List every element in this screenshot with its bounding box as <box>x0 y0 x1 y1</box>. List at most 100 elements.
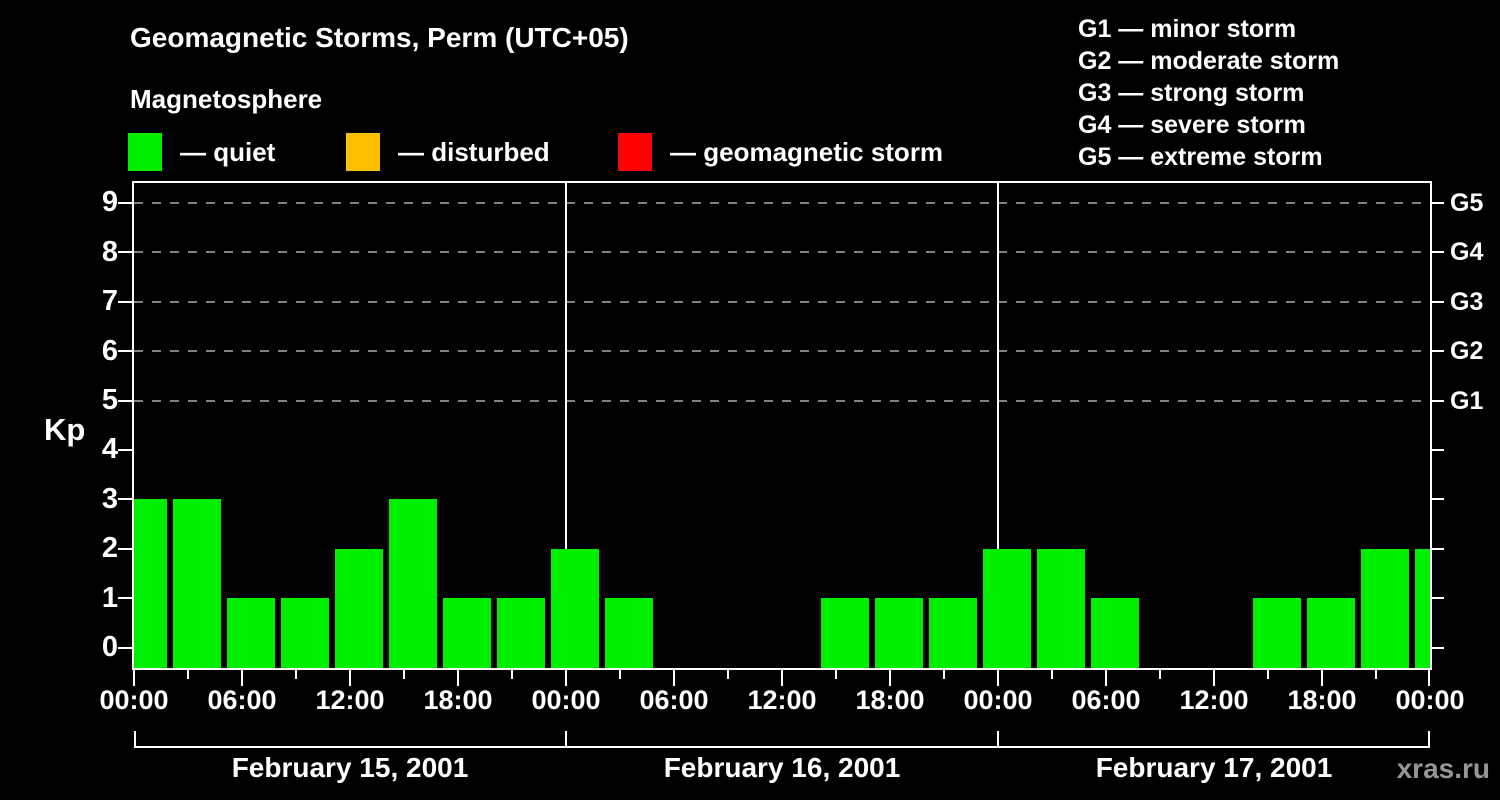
y-axis-tick-left <box>118 399 132 402</box>
x-axis-major-tick <box>565 670 567 686</box>
legend-item-disturbed: — disturbed <box>346 132 550 172</box>
x-axis-minor-tick <box>835 670 837 679</box>
g-level-label-g3: G3 <box>1450 287 1484 316</box>
date-label: February 16, 2001 <box>663 752 901 783</box>
x-axis-minor-tick <box>403 670 405 679</box>
x-axis-major-tick <box>997 670 999 686</box>
y-axis-tick-label: 9 <box>101 186 118 219</box>
kp-color-legend: — quiet — disturbed — geomagnetic storm <box>0 132 1040 172</box>
gridline-kp6 <box>134 350 1430 353</box>
x-axis-minor-tick <box>1267 670 1269 679</box>
x-axis-major-tick <box>889 670 891 686</box>
magnetosphere-label: Magnetosphere <box>130 84 323 114</box>
y-axis-tick-left <box>118 300 132 303</box>
g-legend-line: G3 — strong storm <box>1078 79 1305 107</box>
y-axis-tick-left <box>118 597 132 600</box>
kp-bar <box>134 499 167 668</box>
x-axis-major-tick <box>1213 670 1215 686</box>
x-axis-time-label: 12:00 <box>747 685 817 715</box>
date-bracket-tick <box>997 731 999 746</box>
x-axis-minor-tick <box>727 670 729 679</box>
g-level-label-g2: G2 <box>1450 337 1484 366</box>
x-axis-time-label: 00:00 <box>1395 685 1465 715</box>
kp-bar <box>281 598 329 668</box>
y-axis-tick-label: 5 <box>101 384 118 416</box>
g-level-label-g1: G1 <box>1450 386 1484 415</box>
x-axis-major-tick <box>457 670 459 686</box>
x-axis-minor-tick <box>295 670 297 679</box>
legend-item-label: — geomagnetic storm <box>670 136 944 167</box>
y-axis-tick-right <box>1430 448 1444 451</box>
x-axis-major-tick <box>241 670 243 686</box>
x-axis-minor-tick <box>943 670 945 679</box>
x-axis-time-label: 00:00 <box>99 685 169 715</box>
y-axis-tick-right <box>1430 201 1444 204</box>
y-axis-tick-label: 1 <box>101 581 118 614</box>
x-axis-time-label: 18:00 <box>855 685 925 715</box>
x-axis-minor-tick <box>1159 670 1161 679</box>
y-axis-tick-label: 7 <box>101 285 118 318</box>
kp-bar <box>1037 548 1085 668</box>
y-axis-tick-left <box>118 350 132 353</box>
legend-item-quiet: — quiet <box>128 132 275 172</box>
kp-bar <box>173 499 221 668</box>
chart-title: Geomagnetic Storms, Perm (UTC+05) <box>130 22 629 53</box>
y-axis-tick-left <box>118 201 132 204</box>
kp-bar <box>497 598 545 668</box>
kp-bar <box>227 598 275 668</box>
x-axis-time-label: 06:00 <box>1071 685 1141 715</box>
kp-bar <box>605 598 653 668</box>
x-axis-minor-tick <box>187 670 189 679</box>
gridline-kp8 <box>134 251 1430 254</box>
y-axis-tick-left <box>118 547 132 550</box>
geomagnetic-storm-swatch-icon <box>618 133 652 171</box>
kp-bar <box>875 598 923 668</box>
y-axis-tick-label: 6 <box>101 334 118 367</box>
x-axis-minor-tick <box>619 670 621 679</box>
y-axis-tick-right <box>1430 547 1444 550</box>
date-bracket-tick <box>134 731 136 746</box>
date-label: February 15, 2001 <box>231 752 469 783</box>
y-axis-tick-label: 8 <box>101 235 118 268</box>
y-axis-tick-label: 0 <box>101 631 118 663</box>
plot-area: 0 1 2 3 4 5 6 7 8 9 G1 G2 G3 G4 G5 00:00 06:00 12:00 18:00… <box>99 181 1483 783</box>
y-axis-tick-left <box>118 448 132 451</box>
x-axis-major-tick <box>1428 670 1430 686</box>
kp-bar <box>1091 598 1139 668</box>
y-axis-tick-left <box>118 251 132 254</box>
gridline-kp7 <box>134 300 1430 303</box>
kp-bar <box>1253 598 1301 668</box>
x-axis-time-label: 00:00 <box>531 685 601 715</box>
g-legend-line: G4 — severe storm <box>1078 111 1306 139</box>
x-axis-major-tick <box>1321 670 1323 686</box>
y-axis-title: Kp <box>44 412 86 447</box>
x-axis-minor-tick <box>1375 670 1377 679</box>
kp-bar <box>929 598 977 668</box>
date-bracket-tick <box>565 731 567 746</box>
y-axis-tick-right <box>1430 251 1444 254</box>
legend-item-label: — quiet <box>180 136 276 167</box>
xras-watermark: xras.ru <box>1396 753 1490 784</box>
kp-bar <box>1307 598 1355 668</box>
date-label: February 17, 2001 <box>1095 752 1333 783</box>
gridline-kp9 <box>134 201 1430 204</box>
kp-bar <box>821 598 869 668</box>
day-separator-line <box>565 183 567 668</box>
g-level-label-g4: G4 <box>1450 238 1484 267</box>
x-axis-time-label: 12:00 <box>315 685 385 715</box>
y-axis-tick-right <box>1430 646 1444 649</box>
kp-bar <box>983 548 1031 668</box>
kp-bar <box>551 548 599 668</box>
y-axis-tick-right <box>1430 498 1444 501</box>
x-axis-time-label: 18:00 <box>423 685 493 715</box>
y-axis-tick-left <box>118 646 132 649</box>
g-level-label-g5: G5 <box>1450 188 1484 217</box>
x-axis-time-label: 06:00 <box>639 685 709 715</box>
y-axis-tick-label: 3 <box>101 482 118 515</box>
kp-bar <box>1361 548 1409 668</box>
x-axis-major-tick <box>133 670 135 686</box>
date-bracket-line <box>134 746 1430 748</box>
x-axis-major-tick <box>1105 670 1107 686</box>
x-axis-time-label: 06:00 <box>207 685 277 715</box>
x-axis-time-label: 18:00 <box>1287 685 1357 715</box>
